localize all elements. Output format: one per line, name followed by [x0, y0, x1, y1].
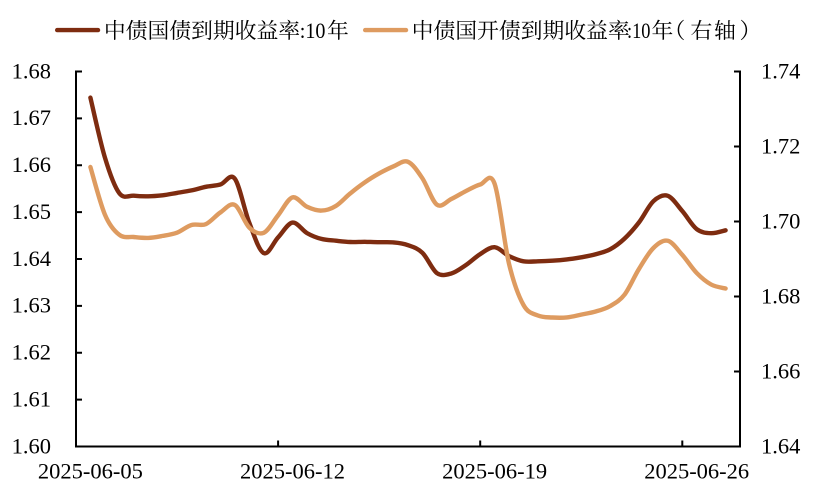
svg-text:1.67: 1.67 — [12, 105, 51, 130]
svg-text:1.65: 1.65 — [12, 199, 51, 224]
svg-text:1.72: 1.72 — [761, 133, 800, 158]
svg-text:1.68: 1.68 — [12, 58, 51, 83]
svg-text:2025-06-05: 2025-06-05 — [38, 459, 143, 484]
svg-text:2025-06-19: 2025-06-19 — [442, 459, 547, 484]
svg-text:1.63: 1.63 — [12, 293, 51, 318]
svg-text:1.68: 1.68 — [761, 283, 800, 308]
svg-text::10: :10 — [627, 18, 651, 43]
svg-text:1.64: 1.64 — [12, 246, 51, 271]
svg-text:2025-06-26: 2025-06-26 — [644, 459, 749, 484]
svg-text:1.70: 1.70 — [761, 208, 800, 233]
svg-text::10: :10 — [300, 18, 326, 43]
svg-text:1.66: 1.66 — [761, 358, 800, 383]
svg-text:1.62: 1.62 — [12, 340, 51, 365]
svg-text:1.64: 1.64 — [761, 433, 800, 458]
svg-text:1.61: 1.61 — [12, 386, 51, 411]
svg-text:2025-06-12: 2025-06-12 — [240, 459, 345, 484]
svg-text:1.60: 1.60 — [12, 433, 51, 458]
svg-text:1.74: 1.74 — [761, 58, 800, 83]
svg-text:1.66: 1.66 — [12, 152, 51, 177]
